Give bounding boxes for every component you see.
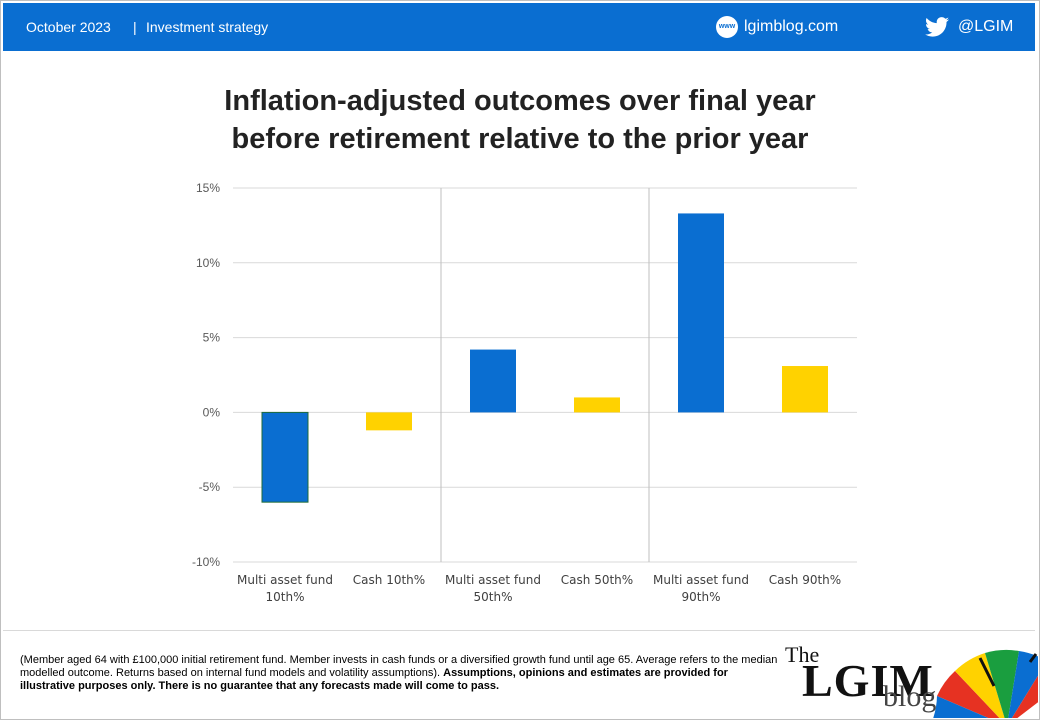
- category-label: Cash 50th%: [561, 573, 633, 587]
- header-bar: October 2023 | Investment strategy www l…: [3, 3, 1035, 51]
- logo-lgim: LGIM: [802, 655, 934, 706]
- header-separator: |: [133, 19, 137, 35]
- y-tick-label: -5%: [199, 480, 221, 494]
- category-label: Multi asset fund 50th%: [445, 573, 541, 604]
- y-tick-label: -10%: [192, 555, 220, 569]
- logo-the: The: [785, 642, 820, 667]
- globe-icon: www: [716, 16, 738, 38]
- chart-title-line-1: Inflation-adjusted outcomes over final y…: [224, 85, 816, 117]
- logo-blog: blog: [883, 680, 937, 713]
- y-tick-label: 0%: [203, 405, 221, 419]
- twitter-icon[interactable]: [925, 16, 949, 38]
- bar: [366, 412, 412, 431]
- y-tick-label: 5%: [203, 331, 221, 345]
- footnote: (Member aged 64 with £100,000 initial re…: [20, 654, 780, 693]
- bar: [261, 411, 309, 503]
- bar: [678, 213, 724, 413]
- bar-chart: -10% -5% 0% 5% 10% 15% Multi asset fund 10th% Ca…: [192, 181, 857, 604]
- site-link[interactable]: lgimblog.com: [744, 18, 839, 35]
- bar: [574, 397, 620, 413]
- content-area: [3, 54, 1035, 631]
- footnote-disclaimer: Assumptions, opinions and estimates are …: [20, 667, 728, 692]
- header-section: Investment strategy: [146, 19, 269, 35]
- chart-title-line-2: before retirement relative to the prior …: [231, 123, 809, 155]
- y-tick-label: 10%: [196, 256, 220, 270]
- footnote-text: (Member aged 64 with £100,000 initial re…: [20, 654, 778, 679]
- category-label: Multi asset fund 10th%: [237, 573, 333, 604]
- twitter-handle[interactable]: @LGIM: [958, 18, 1014, 35]
- y-tick-label: 15%: [196, 181, 220, 195]
- lgim-blog-logo: The LGIM blog: [780, 640, 1038, 718]
- chart-title: Inflation-adjusted outcomes over final y…: [0, 82, 1040, 158]
- category-label: Cash 90th%: [769, 573, 841, 587]
- category-label: Cash 10th%: [353, 573, 425, 587]
- category-label: Multi asset fund 90th%: [653, 573, 749, 604]
- header-date: October 2023: [26, 19, 111, 35]
- umbrella-icon: [933, 649, 1038, 718]
- bar: [782, 366, 828, 413]
- bar: [470, 349, 516, 413]
